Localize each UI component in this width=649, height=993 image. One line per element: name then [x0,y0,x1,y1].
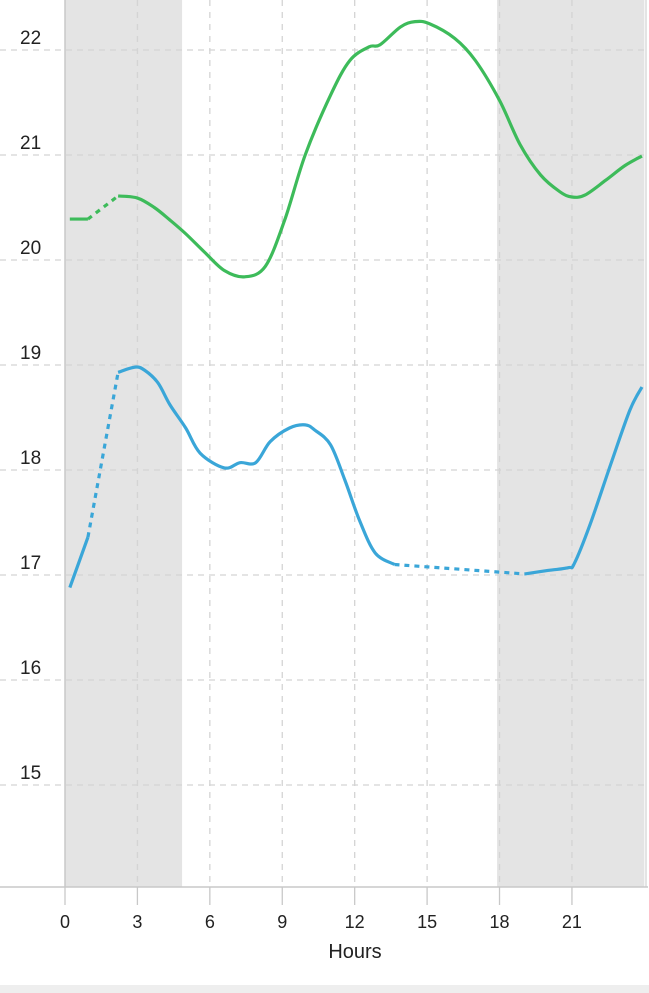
shaded-region [65,0,183,887]
footer-bar [0,985,649,993]
x-tick-label: 0 [60,912,70,932]
y-tick-label: 22 [20,28,41,49]
x-axis-label: Hours [328,941,381,963]
y-tick-label: 19 [20,343,41,364]
x-tick-label: 6 [205,912,215,932]
y-tick-label: 20 [20,238,41,259]
y-tick-label: 16 [20,658,41,679]
y-tick-label: 21 [20,133,41,154]
x-tick-label: 18 [490,912,510,932]
x-tick-label: 21 [562,912,582,932]
series-1-solid-segment [117,19,643,279]
x-tick-label: 15 [417,912,437,932]
shaded-region [497,0,645,887]
series-2-dashed-segment [86,372,120,538]
x-tick-label: 9 [277,912,287,932]
x-tick-label: 12 [345,912,365,932]
y-tick-label: 17 [20,553,41,574]
x-tick-label: 3 [132,912,142,932]
series-1-dashed-segment [86,194,120,221]
series-2-dashed-segment [394,562,525,576]
series-2-solid-segment [68,536,90,589]
y-tick-label: 15 [20,763,41,784]
series-2-solid-segment [117,365,396,566]
y-tick-label: 18 [20,448,41,469]
series-2-solid-segment [524,386,644,576]
